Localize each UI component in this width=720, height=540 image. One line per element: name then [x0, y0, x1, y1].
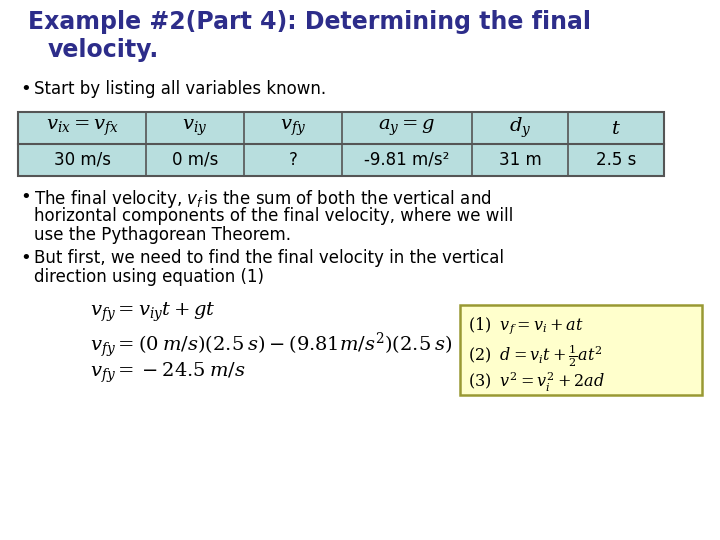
- Text: 31 m: 31 m: [499, 151, 541, 169]
- Text: •: •: [20, 80, 31, 98]
- Text: $v_{iy}$: $v_{iy}$: [182, 118, 207, 138]
- Text: But first, we need to find the final velocity in the vertical: But first, we need to find the final vel…: [34, 249, 504, 267]
- Bar: [18, 112, 664, 176]
- Text: use the Pythagorean Theorem.: use the Pythagorean Theorem.: [34, 226, 291, 244]
- Text: $v_{fy} = (0 \: m/s)(2.5 \: s) - (9.81m/s^2)(2.5 \: s)$: $v_{fy} = (0 \: m/s)(2.5 \: s) - (9.81m/…: [90, 331, 453, 360]
- Text: 2.5 s: 2.5 s: [596, 151, 636, 169]
- Text: $(1)\;$ $v_f = v_i + at$: $(1)\;$ $v_f = v_i + at$: [468, 315, 584, 336]
- Bar: [460, 305, 702, 395]
- Text: -9.81 m/s²: -9.81 m/s²: [364, 151, 450, 169]
- Text: 0 m/s: 0 m/s: [172, 151, 218, 169]
- Text: horizontal components of the final velocity, where we will: horizontal components of the final veloc…: [34, 207, 513, 225]
- Text: $v_{fy} = -24.5 \: m/s$: $v_{fy} = -24.5 \: m/s$: [90, 361, 246, 385]
- Bar: [18, 112, 664, 176]
- Text: $v_{fy} = v_{iy}t + gt$: $v_{fy} = v_{iy}t + gt$: [90, 301, 215, 324]
- Text: direction using equation (1): direction using equation (1): [34, 268, 264, 286]
- Text: Example #2(Part 4): Determining the final: Example #2(Part 4): Determining the fina…: [28, 10, 591, 34]
- Text: $(2)\;$ $d = v_it + \frac{1}{2} at^2$: $(2)\;$ $d = v_it + \frac{1}{2} at^2$: [468, 343, 603, 369]
- Text: •: •: [20, 188, 31, 206]
- Text: $v_{fy}$: $v_{fy}$: [280, 118, 306, 138]
- Text: •: •: [20, 249, 31, 267]
- Text: $(3)\;$ $v^2 = v_i^2 + 2ad$: $(3)\;$ $v^2 = v_i^2 + 2ad$: [468, 371, 605, 394]
- Text: Start by listing all variables known.: Start by listing all variables known.: [34, 80, 326, 98]
- Text: 30 m/s: 30 m/s: [53, 151, 110, 169]
- Text: velocity.: velocity.: [48, 38, 159, 62]
- Text: $d_y$: $d_y$: [509, 116, 531, 140]
- Text: The final velocity, $v_f\!$ is the sum of both the vertical and: The final velocity, $v_f\!$ is the sum o…: [34, 188, 492, 210]
- Text: $a_y = g$: $a_y = g$: [379, 118, 436, 138]
- Text: ?: ?: [289, 151, 297, 169]
- Text: $t$: $t$: [611, 118, 621, 138]
- Text: $v_{ix} = v_{fx}$: $v_{ix} = v_{fx}$: [45, 118, 118, 138]
